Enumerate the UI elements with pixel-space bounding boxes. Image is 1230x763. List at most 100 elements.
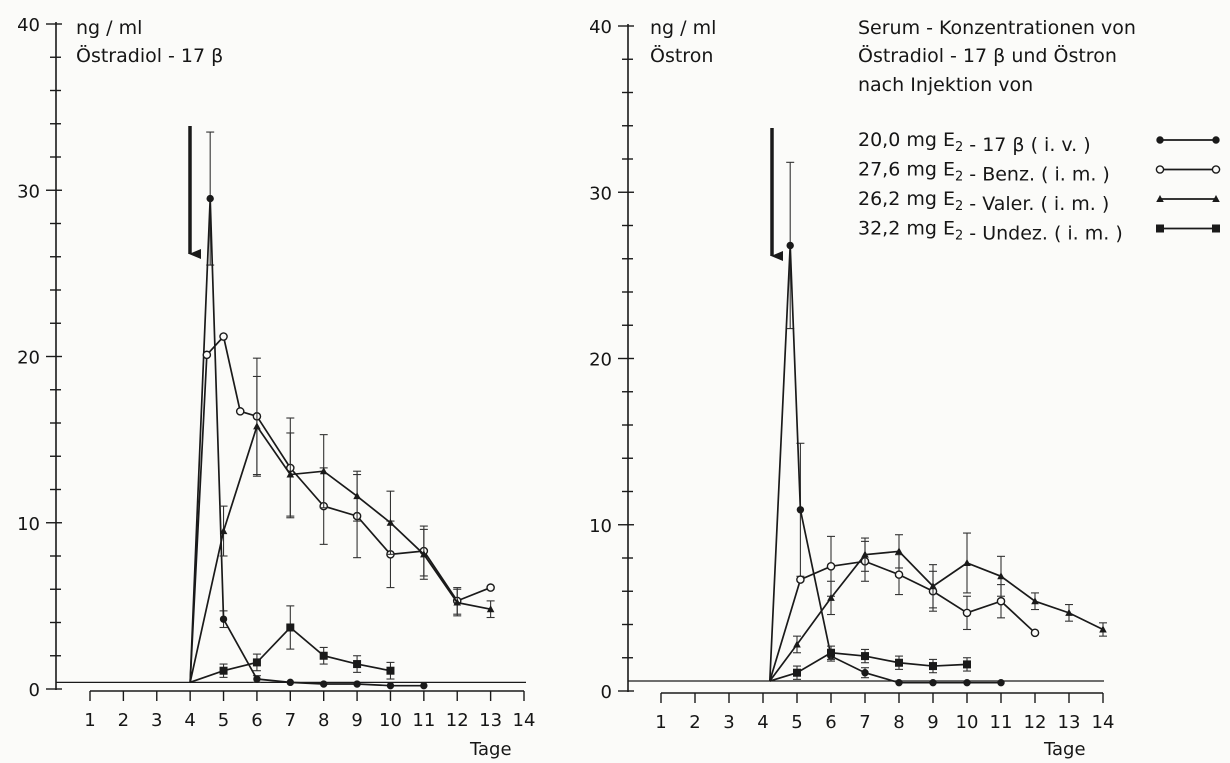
panel-title-estrone: Östron	[650, 44, 713, 67]
x-tick-label-estradiol-10: 10	[379, 710, 402, 731]
x-tick-label-estradiol-9: 9	[351, 710, 362, 731]
data-point-estrone-undez-3	[861, 652, 869, 661]
data-point-estrone-valer-2	[827, 593, 835, 601]
x-tick-label-estrone-7: 7	[859, 712, 870, 733]
data-point-estradiol-iv-1	[206, 194, 214, 203]
x-tick-label-estrone-10: 10	[956, 712, 979, 733]
x-tick-label-estradiol-1: 1	[84, 710, 95, 731]
data-point-estradiol-valer-7	[420, 550, 428, 558]
series-group-estrone	[768, 128, 1107, 687]
data-point-estrone-benz-6	[962, 608, 972, 618]
x-tick-label-estrone-11: 11	[990, 712, 1013, 733]
x-tick-label-estrone-2: 2	[689, 712, 700, 733]
data-point-estradiol-undez-4	[319, 651, 328, 660]
data-point-estradiol-benz-11	[486, 583, 495, 592]
data-point-estrone-undez-2	[827, 648, 835, 657]
legend-entry-iv: 20,0 mg E2 - 17 β ( i. v. )	[858, 129, 1220, 156]
y-tick-label-estradiol-40: 40	[17, 15, 40, 36]
y-tick-label-estrone-10: 10	[589, 516, 612, 537]
data-point-estradiol-valer-9	[486, 605, 495, 613]
panel-title-estradiol: Östradiol - 17 β	[76, 44, 223, 67]
legend-label-benz: 27,6 mg E2 - Benz. ( i. m. )	[858, 159, 1110, 186]
x-tick-label-estrone-9: 9	[927, 712, 938, 733]
legend-marker-left-undez	[1156, 224, 1164, 233]
data-point-estrone-valer-7	[997, 572, 1005, 580]
y-tick-label-estradiol-0: 0	[29, 680, 40, 701]
data-point-estradiol-valer-8	[453, 598, 462, 606]
unit-label-estradiol: ng / ml	[76, 17, 142, 39]
y-tick-label-estrone-40: 40	[589, 17, 612, 38]
x-tick-label-estrone-8: 8	[893, 712, 904, 733]
data-point-estradiol-undez-6	[386, 666, 395, 675]
data-point-estradiol-iv-4	[286, 678, 295, 687]
series-estradiol-benz	[189, 332, 495, 683]
x-tick-label-estradiol-6: 6	[251, 710, 262, 731]
data-point-estradiol-valer-2	[253, 422, 261, 430]
legend-marker-right-iv	[1212, 136, 1220, 144]
x-tick-label-estradiol-8: 8	[318, 710, 329, 731]
series-estradiol-valer	[189, 375, 495, 683]
data-point-estradiol-iv-8	[420, 681, 428, 690]
data-point-estradiol-benz-2	[219, 332, 228, 341]
series-estradiol-iv	[189, 131, 428, 690]
series-estrone-undez	[769, 645, 971, 682]
data-point-estrone-undez-4	[895, 658, 903, 667]
legend-title-line-3: nach Injektion von	[858, 74, 1033, 96]
series-line-estradiol-benz	[189, 334, 491, 683]
data-point-estrone-iv-5	[895, 678, 903, 687]
y-tick-label-estradiol-10: 10	[17, 514, 40, 535]
data-point-estrone-iv-7	[963, 678, 971, 687]
data-point-estrone-valer-4	[895, 547, 903, 555]
data-point-estradiol-valer-1	[219, 527, 228, 535]
y-tick-label-estradiol-20: 20	[17, 348, 40, 369]
series-group-estradiol	[188, 126, 495, 690]
data-point-estradiol-iv-2	[219, 615, 228, 623]
data-point-estradiol-valer-3	[286, 470, 295, 478]
data-point-estrone-benz-1	[796, 575, 805, 584]
legend-marker-left-valer	[1156, 195, 1164, 202]
x-tick-label-estradiol-14: 14	[513, 710, 536, 731]
data-point-estrone-iv-8	[997, 678, 1005, 687]
data-point-estradiol-iv-6	[353, 680, 361, 688]
legend-marker-left-benz	[1155, 165, 1165, 174]
x-axis-label-estrone: Tage	[1043, 739, 1086, 759]
series-line-estradiol-valer	[189, 424, 491, 683]
data-point-estradiol-valer-4	[319, 467, 328, 475]
legend-entry-benz: 27,6 mg E2 - Benz. ( i. m. )	[858, 159, 1221, 186]
legend-marker-right-undez	[1212, 224, 1220, 233]
x-tick-label-estradiol-11: 11	[412, 710, 435, 731]
x-tick-label-estrone-13: 13	[1058, 712, 1081, 733]
x-tick-label-estrone-12: 12	[1024, 712, 1047, 733]
y-tick-label-estrone-20: 20	[589, 350, 612, 371]
data-point-estradiol-iv-5	[319, 680, 328, 688]
x-tick-label-estradiol-12: 12	[446, 710, 469, 731]
legend-marker-right-valer	[1212, 195, 1220, 202]
legend-label-valer: 26,2 mg E2 - Valer. ( i. m. )	[858, 188, 1109, 215]
x-tick-label-estradiol-5: 5	[218, 710, 229, 731]
data-point-estradiol-benz-3	[235, 407, 245, 416]
data-point-estrone-undez-1	[793, 668, 801, 677]
unit-label-estrone: ng / ml	[650, 17, 716, 39]
data-point-estrone-benz-7	[996, 596, 1006, 606]
x-tick-label-estrone-5: 5	[791, 712, 802, 733]
data-point-estrone-valer-5	[929, 582, 937, 590]
legend-label-iv: 20,0 mg E2 - 17 β ( i. v. )	[858, 129, 1091, 156]
x-tick-label-estradiol-4: 4	[184, 710, 195, 731]
x-tick-label-estradiol-2: 2	[118, 710, 129, 731]
legend-title-line-1: Serum - Konzentrationen von	[858, 17, 1136, 39]
data-point-estradiol-iv-7	[386, 681, 395, 690]
x-axis-label-estradiol: Tage	[469, 739, 512, 759]
data-point-estradiol-undez-1	[219, 666, 228, 675]
x-tick-label-estradiol-3: 3	[151, 710, 162, 731]
x-tick-label-estrone-14: 14	[1092, 712, 1115, 733]
x-tick-label-estradiol-7: 7	[285, 710, 296, 731]
data-point-estrone-benz-2	[826, 562, 836, 571]
legend-entry-valer: 26,2 mg E2 - Valer. ( i. m. )	[858, 188, 1220, 215]
x-tick-label-estrone-4: 4	[757, 712, 768, 733]
data-point-estrone-iv-2	[796, 506, 805, 514]
y-tick-label-estradiol-30: 30	[17, 181, 40, 202]
